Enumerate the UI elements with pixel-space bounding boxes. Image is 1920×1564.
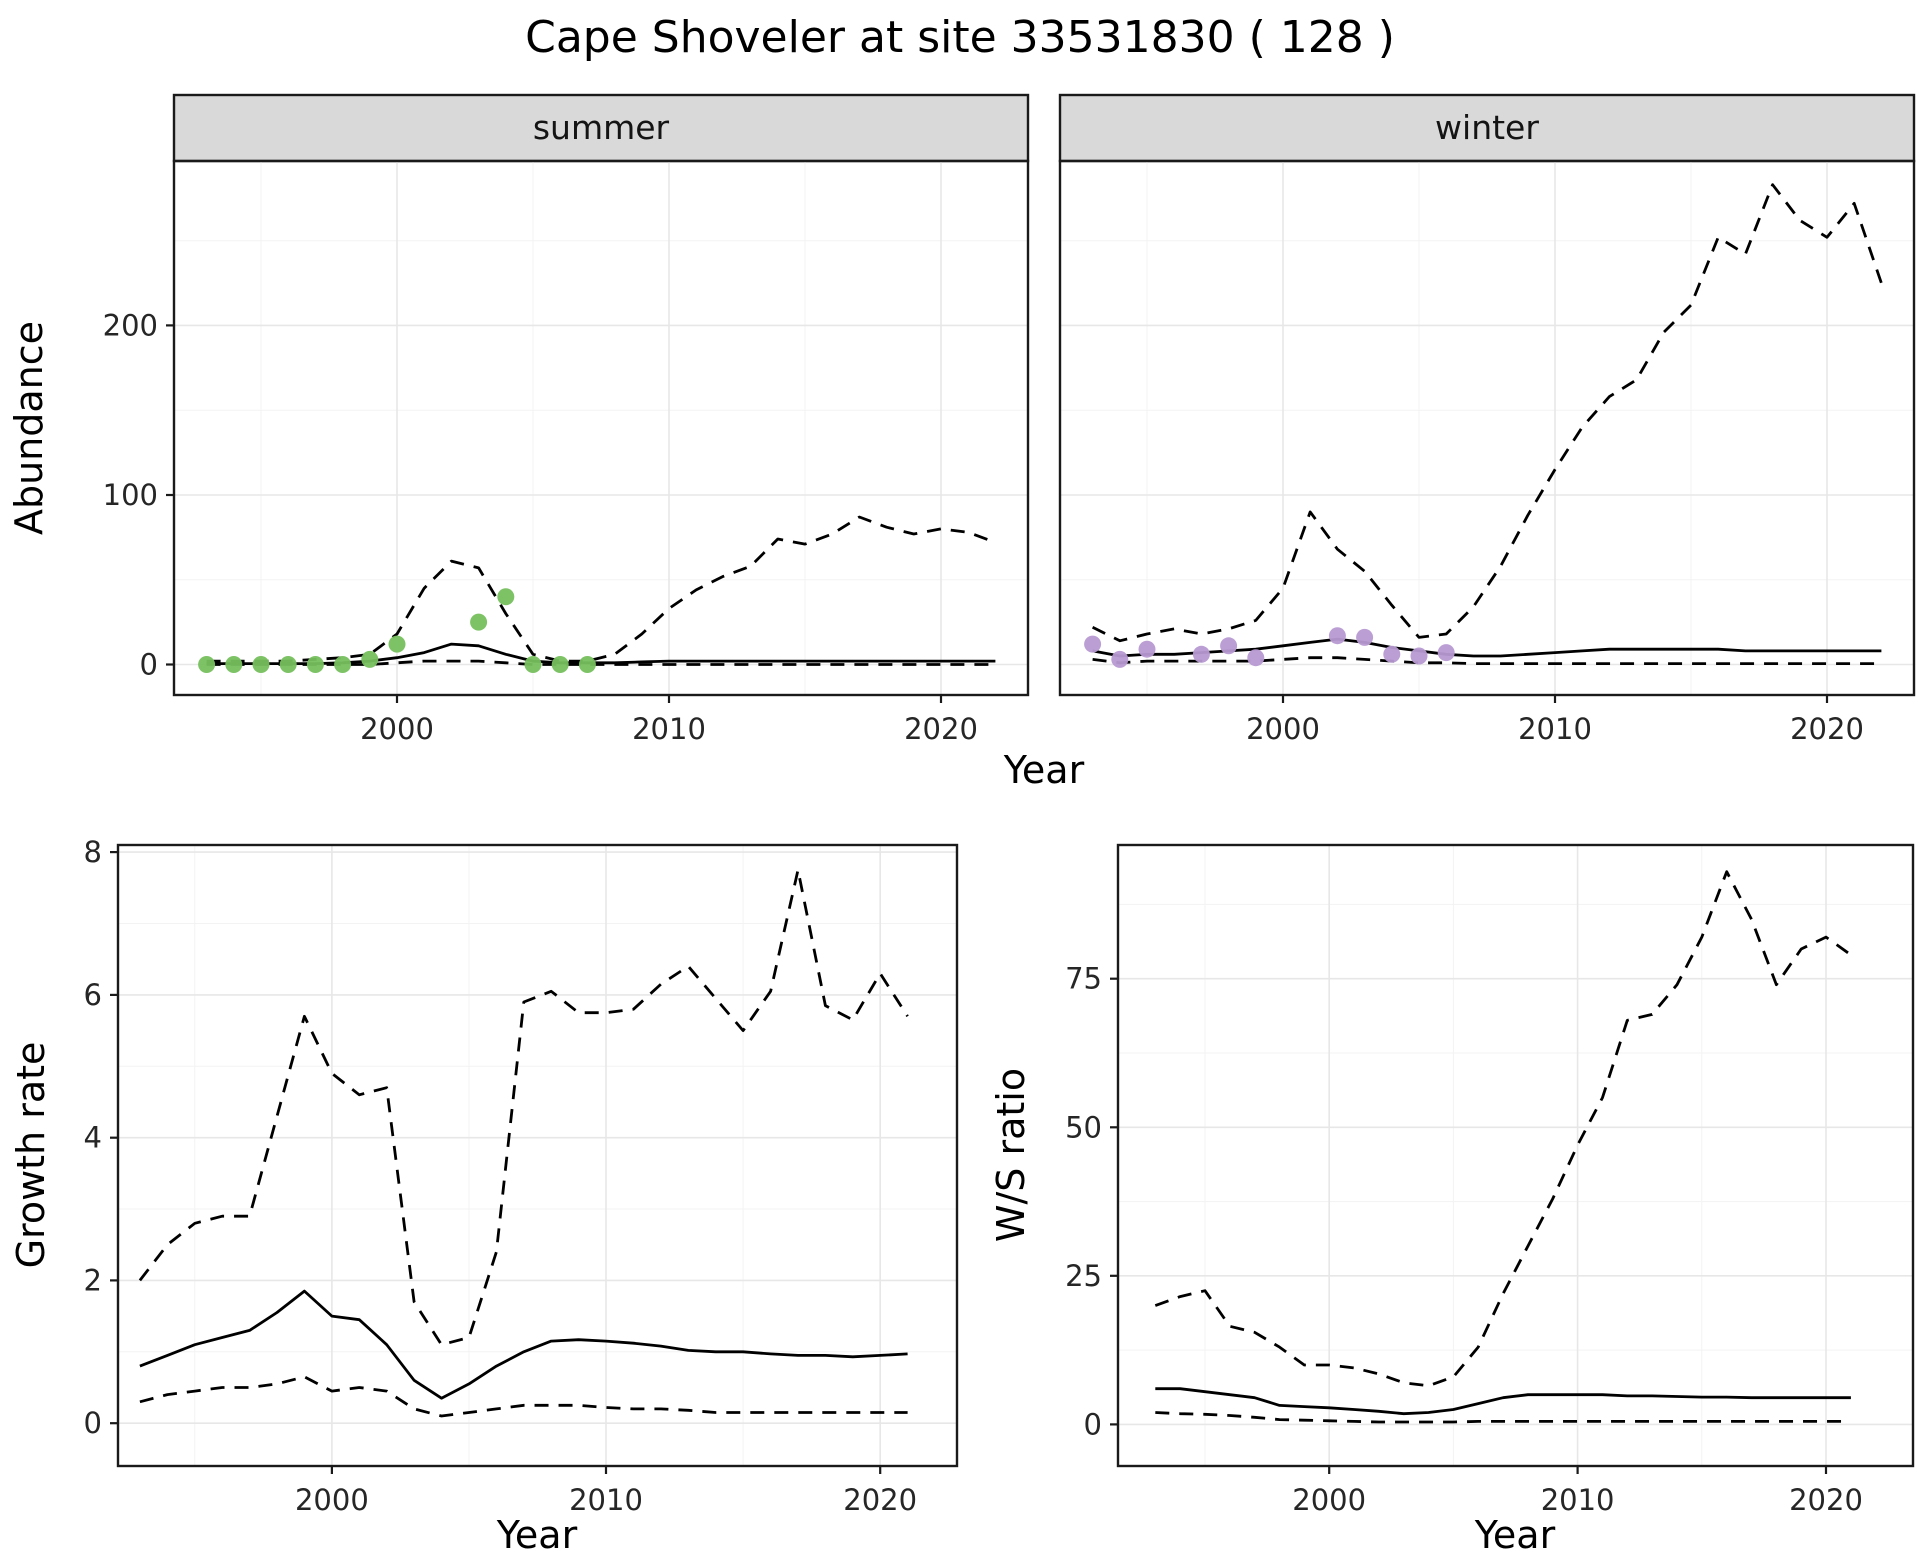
facet-strip-winter: winter — [1058, 93, 1916, 163]
ws-ratio-panel: 2000 2010 2020 0 25 50 75 — [1065, 843, 1915, 1517]
observation-point — [1356, 628, 1374, 646]
y-tick-label: 50 — [1065, 1110, 1102, 1144]
observation-point — [198, 656, 216, 673]
abundance-winter-panel-border — [1058, 159, 1916, 697]
observation-point — [578, 656, 596, 673]
y-tick-label: 4 — [84, 1121, 102, 1155]
growth-rate-series — [138, 868, 909, 1418]
abundance-summer-axis: 2000 2010 2020 0 100 200 — [103, 308, 978, 746]
growth-rate-panel: 2000 2010 2020 0 2 4 6 8 — [84, 835, 959, 1517]
x-tick-label: 2010 — [569, 1483, 643, 1517]
facet-strip-winter-label: winter — [1435, 108, 1539, 147]
observation-point — [1437, 644, 1455, 662]
growth-x-axis-title: Year — [496, 1513, 578, 1557]
observation-point — [1383, 645, 1401, 663]
ratio-y-axis-title: W/S ratio — [989, 1068, 1033, 1242]
observation-point — [225, 656, 243, 673]
ws-ratio-grid-major — [1118, 845, 1913, 1466]
observation-point — [1247, 649, 1265, 667]
y-tick-label: 25 — [1065, 1259, 1102, 1293]
observation-point — [1084, 635, 1102, 653]
observation-point — [306, 656, 324, 673]
x-tick-label: 2000 — [1292, 1483, 1366, 1517]
y-tick-label: 8 — [84, 835, 102, 869]
observation-point — [1111, 650, 1129, 668]
abundance-y-axis-title: Abundance — [7, 321, 51, 535]
ws-ratio-upper-dashed — [1154, 870, 1852, 1388]
abundance-winter-axis: 2000 2010 2020 — [1246, 695, 1864, 746]
abundance-winter-lower-dashed — [1092, 656, 1882, 665]
ws-ratio-axis: 2000 2010 2020 0 25 50 75 — [1065, 962, 1863, 1517]
ws-ratio-grid-minor — [1118, 845, 1913, 1466]
abundance-winter-upper-dashed — [1091, 183, 1883, 643]
observation-point — [279, 656, 297, 673]
x-tick-label: 2020 — [904, 712, 978, 746]
observation-point — [1410, 647, 1428, 665]
observation-point — [497, 588, 515, 606]
x-tick-label: 2000 — [360, 712, 434, 746]
facet-strip-summer: summer — [172, 93, 1030, 163]
ws-ratio-median-solid — [1155, 1387, 1851, 1416]
ws-ratio-series — [1154, 870, 1852, 1424]
y-tick-label: 75 — [1065, 962, 1102, 996]
observation-point — [524, 656, 542, 673]
growth-rate-grid-minor — [118, 845, 957, 1466]
y-tick-label: 0 — [1084, 1407, 1102, 1441]
growth-rate-upper-dashed — [138, 868, 909, 1347]
facet-strip-summer-label: summer — [533, 108, 670, 147]
x-tick-label: 2000 — [295, 1483, 369, 1517]
observation-point — [1192, 645, 1210, 663]
x-tick-label: 2010 — [1518, 712, 1592, 746]
growth-rate-median-solid — [139, 1289, 908, 1400]
x-tick-label: 2000 — [1246, 712, 1320, 746]
observation-point — [1220, 637, 1238, 655]
figure-title: Cape Shoveler at site 33531830 ( 128 ) — [525, 12, 1395, 63]
abundance-x-axis-title: Year — [1003, 748, 1085, 792]
abundance-summer-series — [198, 515, 996, 673]
observation-point — [470, 613, 488, 631]
observation-point — [361, 650, 379, 668]
y-tick-label: 2 — [84, 1263, 102, 1297]
observation-point — [334, 656, 352, 673]
abundance-winter-grid-minor — [1060, 161, 1914, 695]
abundance-summer-observed-points — [198, 588, 596, 673]
x-tick-label: 2010 — [632, 712, 706, 746]
observation-point — [1328, 627, 1346, 645]
facet-strip-winter-bg — [1058, 93, 1916, 163]
growth-rate-grid-major — [118, 845, 957, 1466]
observation-point — [252, 656, 270, 673]
growth-rate-lower-dashed — [139, 1375, 908, 1418]
ratio-x-axis-title: Year — [1474, 1513, 1556, 1557]
x-tick-label: 2020 — [1789, 1483, 1863, 1517]
y-tick-label: 200 — [103, 308, 158, 342]
y-tick-label: 0 — [84, 1406, 102, 1440]
growth-rate-panel-border — [116, 843, 959, 1468]
observation-point — [1138, 640, 1156, 658]
y-tick-label: 0 — [140, 648, 158, 682]
growth-rate-axis: 2000 2010 2020 0 2 4 6 8 — [84, 835, 918, 1517]
abundance-winter-panel: 2000 2010 2020 — [1058, 159, 1916, 746]
x-tick-label: 2020 — [843, 1483, 917, 1517]
abundance-winter-series — [1084, 183, 1883, 668]
abundance-summer-panel-border — [172, 159, 1030, 697]
x-tick-label: 2020 — [1790, 712, 1864, 746]
abundance-winter-observed-points — [1084, 627, 1455, 668]
abundance-summer-panel: 2000 2010 2020 0 100 200 — [103, 159, 1030, 746]
observation-point — [388, 635, 406, 653]
abundance-summer-grid-minor — [174, 161, 1028, 695]
growth-y-axis-title: Growth rate — [9, 1042, 53, 1269]
y-tick-label: 100 — [103, 478, 158, 512]
observation-point — [551, 656, 569, 673]
facet-strip-summer-bg — [172, 93, 1030, 163]
x-tick-label: 2010 — [1541, 1483, 1615, 1517]
y-tick-label: 6 — [84, 978, 102, 1012]
ws-ratio-panel-border — [1116, 843, 1915, 1468]
ws-ratio-lower-dashed — [1155, 1411, 1851, 1424]
